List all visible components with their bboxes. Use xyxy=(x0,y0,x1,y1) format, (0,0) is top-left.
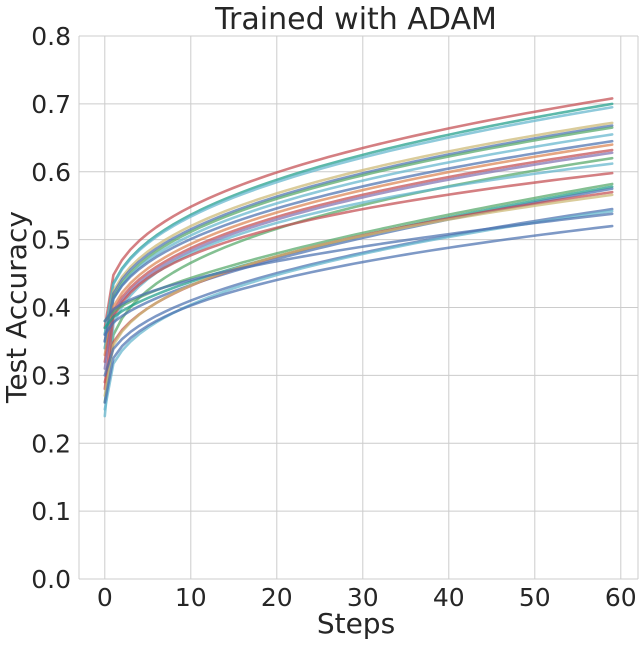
series-line-11 xyxy=(103,151,614,370)
series-line-10 xyxy=(103,148,614,364)
y-tick-label: 0.7 xyxy=(31,90,71,119)
y-tick-label: 0.5 xyxy=(31,226,71,255)
y-tick-label: 0.0 xyxy=(31,565,71,594)
series-line-1 xyxy=(103,97,614,330)
y-tick-label: 0.4 xyxy=(31,294,71,323)
x-tick-label: 10 xyxy=(175,583,207,612)
y-tick-label: 0.8 xyxy=(31,22,71,51)
series-line-13 xyxy=(103,162,614,418)
x-tick-label: 40 xyxy=(433,583,465,612)
x-axis-title: Steps xyxy=(317,607,395,640)
chart-title: Trained with ADAM xyxy=(214,2,497,37)
x-tick-label: 20 xyxy=(261,583,293,612)
y-tick-label: 0.2 xyxy=(31,429,71,458)
x-tick-label: 50 xyxy=(519,583,551,612)
x-tick-label: 0 xyxy=(97,583,113,612)
series-line-8 xyxy=(103,139,614,343)
series-line-4 xyxy=(103,121,614,343)
y-axis-title: Test Accuracy xyxy=(0,211,33,404)
series-line-6 xyxy=(103,126,614,350)
series-line-14 xyxy=(103,171,614,391)
x-tick-label: 60 xyxy=(605,583,637,612)
series-line-19 xyxy=(103,193,614,398)
y-axis-ticks: 0.0 0.1 0.2 0.3 0.4 0.5 0.6 0.7 0.8 xyxy=(31,22,71,594)
series-line-9 xyxy=(103,143,614,357)
y-tick-label: 0.6 xyxy=(31,158,71,187)
series-line-22 xyxy=(103,212,614,323)
y-tick-label: 0.1 xyxy=(31,497,71,526)
series-layer xyxy=(103,97,614,418)
series-line-15 xyxy=(103,182,614,323)
series-line-12 xyxy=(103,156,614,404)
x-axis-ticks: 0 10 20 30 40 50 60 xyxy=(97,583,637,612)
series-line-5 xyxy=(103,124,614,343)
series-line-3 xyxy=(103,105,614,336)
series-line-7 xyxy=(103,133,614,350)
series-line-23 xyxy=(103,224,614,404)
y-tick-label: 0.3 xyxy=(31,361,71,390)
x-tick-label: 30 xyxy=(347,583,379,612)
series-line-2 xyxy=(103,102,614,336)
